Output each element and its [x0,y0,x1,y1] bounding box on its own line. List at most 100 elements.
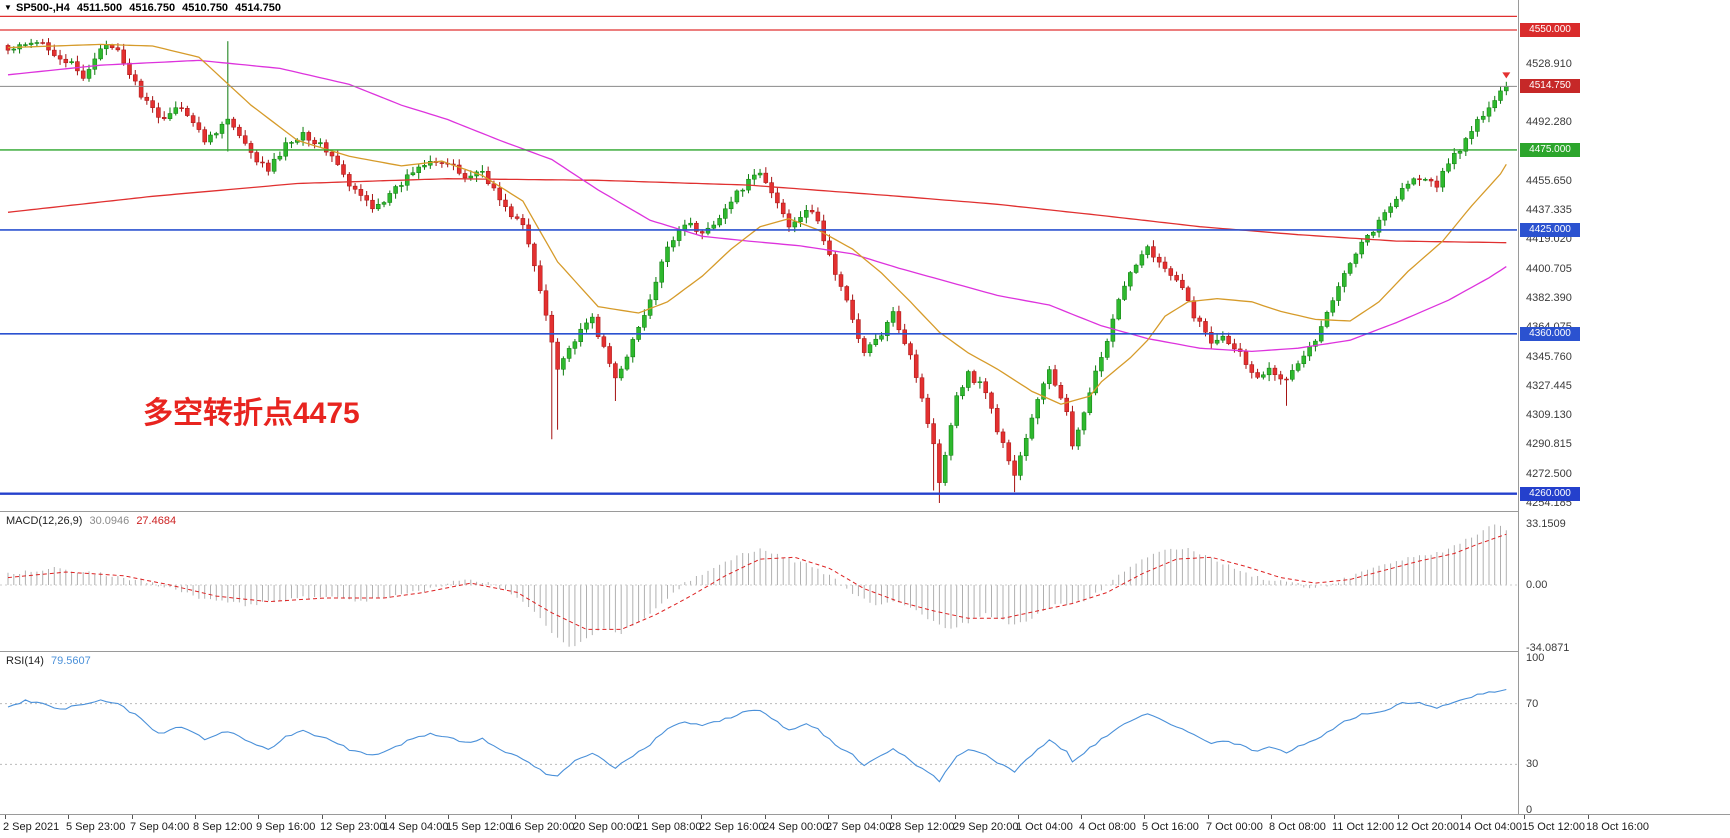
rsi-line [7,688,1507,783]
time-axis-tick [195,815,196,819]
date-label: 22 Sep 16:00 [699,821,765,833]
date-label: 8 Sep 12:00 [193,821,253,833]
time-axis-tick [322,815,323,819]
date-label: 28 Sep 12:00 [889,821,955,833]
ma-slow-red [7,178,1507,244]
time-axis-tick [1398,815,1399,819]
chart-canvas[interactable] [0,0,1730,814]
price-tick-label: 4528.910 [1526,58,1572,70]
date-label: 1 Oct 04:00 [1016,821,1073,833]
price-axis[interactable]: 4528.910 4492.280 4455.650 4437.335 4419.020… [1518,0,1730,816]
rsi-name: RSI(14) [6,655,44,667]
time-axis-tick [1018,815,1019,819]
date-label: 11 Oct 12:00 [1332,821,1395,833]
date-label: 29 Sep 20:00 [953,821,1019,833]
macd-value-signal: 27.4684 [136,515,177,527]
date-label: 15 Oct 12:00 [1522,821,1585,833]
date-label: 9 Sep 16:00 [256,821,316,833]
price-level-badge: 4550.000 [1520,23,1580,37]
date-label: 7 Sep 04:00 [130,821,190,833]
panel-separator-rsi[interactable] [0,651,1518,652]
rsi-axis-label: 100 [1526,652,1545,664]
date-label: 15 Sep 12:00 [446,821,512,833]
time-axis-tick [701,815,702,819]
date-label: 24 Sep 00:00 [763,821,829,833]
time-axis-tick [1208,815,1209,819]
macd-axis-label: -34.0871 [1526,642,1570,654]
rsi-value: 79.5607 [50,655,91,667]
date-label: 12 Oct 20:00 [1396,821,1459,833]
time-axis-tick [1271,815,1272,819]
ohlc-low: 4510.750 [182,2,229,14]
ohlc-close: 4514.750 [235,2,282,14]
price-tick-label: 4309.130 [1526,409,1572,421]
date-label: 12 Sep 23:00 [320,821,386,833]
price-tick-label: 4290.815 [1526,438,1572,450]
time-axis-tick [1524,815,1525,819]
price-level-badge: 4360.000 [1520,327,1580,341]
date-label: 20 Sep 00:00 [573,821,639,833]
date-label: 4 Oct 08:00 [1079,821,1136,833]
price-tick-label: 4345.760 [1526,351,1572,363]
date-label: 5 Oct 16:00 [1142,821,1199,833]
date-label: 18 Oct 16:00 [1586,821,1649,833]
price-tick-label: 4492.280 [1526,116,1572,128]
ohlc-open: 4511.500 [76,2,123,14]
date-label: 5 Sep 23:00 [66,821,126,833]
date-label: 16 Sep 20:00 [509,821,575,833]
date-label: 27 Sep 04:00 [826,821,892,833]
price-level-badge: 4425.000 [1520,223,1580,237]
time-axis-tick [1144,815,1145,819]
date-label: 21 Sep 08:00 [636,821,702,833]
rsi-axis-label: 30 [1526,758,1539,770]
date-label: 7 Oct 00:00 [1206,821,1263,833]
panel-separator-macd[interactable] [0,511,1518,512]
time-axis-tick [68,815,69,819]
price-level-badge: 4475.000 [1520,143,1580,157]
symbol-period-label: SP500-,H4 [16,2,70,14]
date-label: 2 Sep 2021 [3,821,60,833]
macd-signal-line [7,533,1507,630]
time-axis-tick [765,815,766,819]
price-tick-label: 4437.335 [1526,204,1572,216]
price-tick-label: 4272.500 [1526,468,1572,480]
price-tick-label: 4327.445 [1526,380,1572,392]
price-tick-label: 4455.650 [1526,175,1572,187]
time-axis-tick [891,815,892,819]
macd-axis-label: 33.1509 [1526,518,1566,530]
time-axis-tick [575,815,576,819]
current-price-badge: 4514.750 [1520,79,1580,93]
date-label: 8 Oct 08:00 [1269,821,1326,833]
ma-mid-magenta [7,59,1507,353]
price-tick-label: 4400.705 [1526,263,1572,275]
time-axis-tick [955,815,956,819]
rsi-axis-label: 70 [1526,698,1539,710]
macd-indicator-label: MACD(12,26,9) 30.0946 27.4684 [6,515,176,527]
time-axis-tick [1588,815,1589,819]
time-axis-tick [828,815,829,819]
candlestick-series [5,38,1509,503]
time-axis-tick [511,815,512,819]
annotation-text: 多空转折点4475 [143,397,360,430]
macd-name: MACD(12,26,9) [6,515,83,527]
time-axis-tick [1081,815,1082,819]
time-axis-tick [448,815,449,819]
price-tick-label: 4382.390 [1526,292,1572,304]
macd-value-main: 30.0946 [89,515,130,527]
sell-arrow-icon [1502,72,1511,79]
time-axis-tick [638,815,639,819]
macd-axis-label: 0.00 [1526,579,1548,591]
time-axis-tick [132,815,133,819]
price-level-badge: 4260.000 [1520,487,1580,501]
time-axis-tick [1334,815,1335,819]
rsi-axis-label: 0 [1526,804,1533,816]
chart-title: SP500-,H4 4511.500 4516.750 4510.750 451… [16,2,285,14]
date-label: 14 Oct 04:00 [1459,821,1522,833]
date-label: 14 Sep 04:00 [383,821,449,833]
time-axis-tick [258,815,259,819]
chart-context-arrow-icon[interactable]: ▼ [4,3,12,12]
time-axis-tick [1461,815,1462,819]
time-axis[interactable]: 2 Sep 2021 5 Sep 23:00 7 Sep 04:00 8 Sep 12… [0,814,1730,838]
ma-fast-orange [7,43,1507,405]
